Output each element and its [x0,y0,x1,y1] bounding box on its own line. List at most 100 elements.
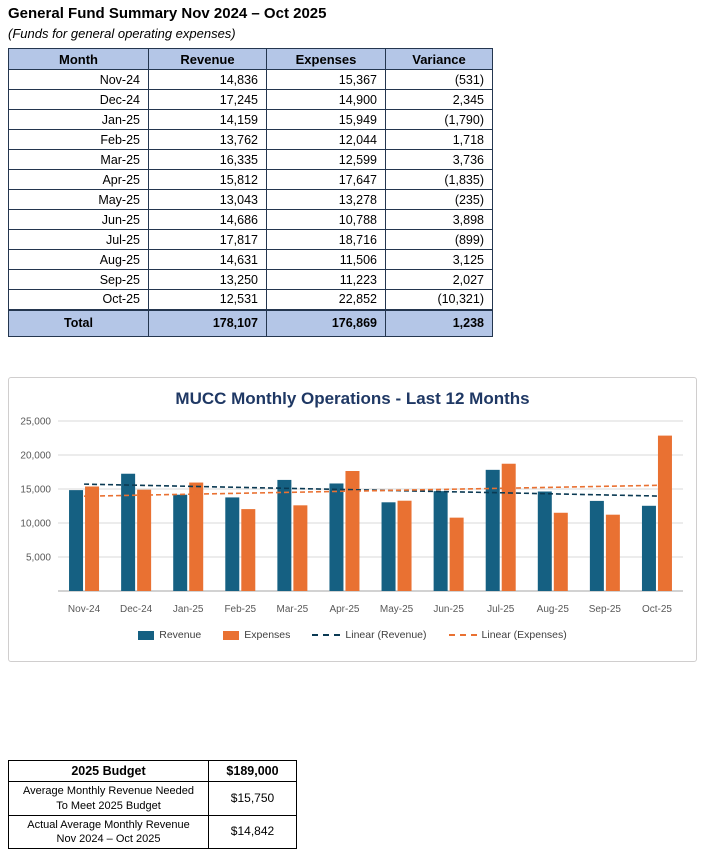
fund-table-body: Nov-24 14,836 15,367 (531) Dec-24 17,245 14,90… [8,69,493,337]
value-cell: (1,835) [385,169,493,190]
bar-expenses [293,505,308,591]
chart-title: MUCC Monthly Operations - Last 12 Months [175,389,530,408]
value-cell: 10,788 [266,209,386,230]
legend-item: Linear (Expenses) [448,629,567,641]
y-tick-label: 25,000 [20,417,51,428]
value-cell: 13,043 [148,189,267,210]
value-cell: (10,321) [385,289,493,310]
value-cell: 2,345 [385,89,493,110]
value-cell: 18,716 [266,229,386,250]
month-cell: Jan-25 [8,109,149,130]
month-cell: Jul-25 [8,229,149,250]
bar-expenses [189,482,204,591]
table-row: Sep-25 13,250 11,223 2,027 [8,269,493,290]
table-header-row: Month Revenue Expenses Variance [8,48,493,70]
value-cell: 17,647 [266,169,386,190]
bar-expenses [397,500,412,591]
value-cell: (235) [385,189,493,210]
bar-revenue [277,479,292,591]
col-header-expenses: Expenses [266,48,386,70]
legend-dash-line [312,634,341,636]
legend-dash-line [448,634,477,636]
legend-label: Revenue [159,629,202,641]
legend-label: Linear (Revenue) [345,629,427,641]
budget-table-body: 2025 Budget $189,000 Average Monthly Reven… [8,759,297,850]
month-cell: Apr-25 [8,169,149,190]
value-cell: 2,027 [385,269,493,290]
page-title: General Fund Summary Nov 2024 – Oct 2025 [8,5,327,22]
value-cell: (1,790) [385,109,493,130]
value-cell: 16,335 [148,149,267,170]
chart-plot: 5,000 10,000 15,000 20,000 25,000 Nov-24 Dec-2… [20,417,683,615]
month-cell: Nov-24 [8,69,149,90]
x-tick-label: Nov-24 [68,604,101,615]
value-cell: (531) [385,69,493,90]
budget-table: 2025 Budget $189,000 Average Monthly Reven… [8,759,297,850]
value-cell: 3,736 [385,149,493,170]
month-cell: Aug-25 [8,249,149,270]
month-cell: May-25 [8,189,149,210]
value-cell: 13,250 [148,269,267,290]
month-cell: Total [8,308,149,337]
x-tick-label: Feb-25 [224,604,256,615]
bar-revenue [121,473,136,591]
value-cell: 14,686 [148,209,267,230]
x-tick-label: Jul-25 [487,604,515,615]
budget-label-cell: Actual Average Monthly Revenue Nov 2024 –… [8,814,209,850]
bar-expenses [553,512,568,591]
table-row: Apr-25 15,812 17,647 (1,835) [8,169,493,190]
month-cell: Sep-25 [8,269,149,290]
y-tick-label: 5,000 [26,553,51,564]
bar-expenses [85,486,100,591]
value-cell: 3,898 [385,209,493,230]
table-row: Oct-25 12,531 22,852 (10,321) [8,289,493,310]
bar-expenses [241,509,256,591]
legend-swatch [138,630,155,640]
trendline-revenue [84,483,657,497]
total-row: Total 178,107 176,869 1,238 [8,308,493,337]
trendline-expenses [84,484,657,498]
legend-swatch [223,630,240,640]
budget-value-cell: $15,750 [208,781,297,816]
y-tick-label: 15,000 [20,485,51,496]
value-cell: 15,367 [266,69,386,90]
value-cell: 14,900 [266,89,386,110]
bar-revenue [69,490,84,591]
bar-revenue [641,505,656,591]
bar-expenses [605,514,620,591]
legend-item: Revenue [138,629,201,641]
value-cell: 12,044 [266,129,386,150]
value-cell: 178,107 [148,308,267,337]
value-cell: 12,599 [266,149,386,170]
budget-row: Average Monthly Revenue Needed To Meet 20… [8,781,297,816]
bar-revenue [329,483,344,591]
table-row: Nov-24 14,836 15,367 (531) [8,69,493,90]
month-cell: Mar-25 [8,149,149,170]
value-cell: 11,223 [266,269,386,290]
value-cell: 14,159 [148,109,267,130]
budget-value-cell: $14,842 [208,814,297,850]
bar-revenue [433,491,448,591]
x-tick-label: Aug-25 [537,604,570,615]
month-cell: Dec-24 [8,89,149,110]
budget-row: 2025 Budget $189,000 [8,759,297,783]
x-tick-label: Oct-25 [642,604,672,615]
col-header-month: Month [8,48,149,70]
col-header-variance: Variance [385,48,493,70]
value-cell: 22,852 [266,289,386,310]
general-fund-table: Month Revenue Expenses Variance Nov-24 14… [8,48,493,337]
legend-label: Linear (Expenses) [481,629,567,641]
table-row: Jan-25 14,159 15,949 (1,790) [8,109,493,130]
month-cell: Feb-25 [8,129,149,150]
y-tick-label: 20,000 [20,451,51,462]
table-row: Aug-25 14,631 11,506 3,125 [8,249,493,270]
x-tick-label: May-25 [380,604,414,615]
budget-row: Actual Average Monthly Revenue Nov 2024 –… [8,814,297,850]
value-cell: 176,869 [266,308,386,337]
table-row: Dec-24 17,245 14,900 2,345 [8,89,493,110]
table-row: Jun-25 14,686 10,788 3,898 [8,209,493,230]
chart-container: MUCC Monthly Operations - Last 12 Months… [8,377,697,662]
bar-revenue [225,497,240,591]
month-cell: Oct-25 [8,289,149,310]
value-cell: 13,762 [148,129,267,150]
